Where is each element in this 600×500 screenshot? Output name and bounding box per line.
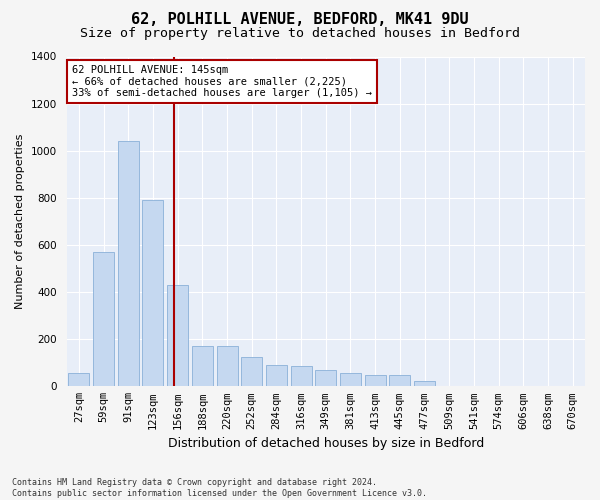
Bar [315, 370, 336, 386]
Bar [290, 366, 311, 386]
Bar [365, 374, 386, 386]
X-axis label: Distribution of detached houses by size in Bedford: Distribution of detached houses by size … [167, 437, 484, 450]
Bar [192, 346, 213, 387]
Bar [167, 285, 188, 386]
Bar [389, 374, 410, 386]
Text: Size of property relative to detached houses in Bedford: Size of property relative to detached ho… [80, 28, 520, 40]
Text: Contains HM Land Registry data © Crown copyright and database right 2024.
Contai: Contains HM Land Registry data © Crown c… [12, 478, 427, 498]
Bar [414, 381, 435, 386]
Bar [241, 357, 262, 386]
Bar [266, 365, 287, 386]
Text: 62, POLHILL AVENUE, BEDFORD, MK41 9DU: 62, POLHILL AVENUE, BEDFORD, MK41 9DU [131, 12, 469, 28]
Bar [118, 141, 139, 386]
Text: 62 POLHILL AVENUE: 145sqm
← 66% of detached houses are smaller (2,225)
33% of se: 62 POLHILL AVENUE: 145sqm ← 66% of detac… [72, 64, 372, 98]
Y-axis label: Number of detached properties: Number of detached properties [15, 134, 25, 309]
Bar [217, 346, 238, 387]
Bar [340, 374, 361, 386]
Bar [142, 200, 163, 386]
Bar [68, 374, 89, 386]
Bar [93, 252, 114, 386]
